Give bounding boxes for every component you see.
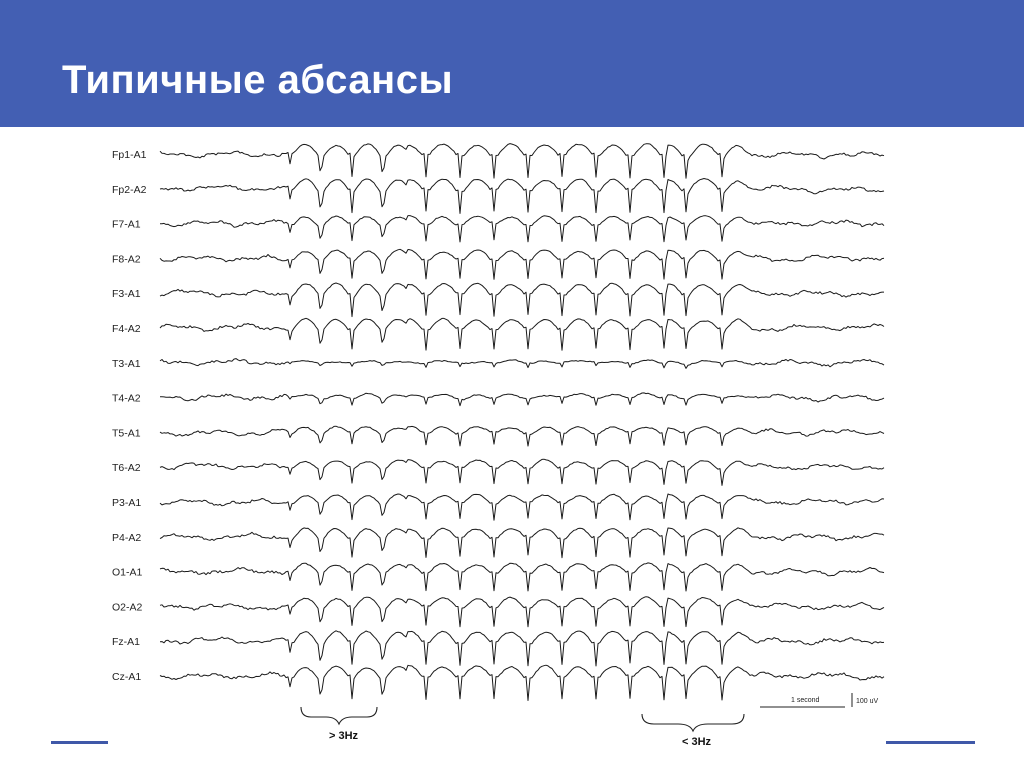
channel-label: F8-A2 — [112, 253, 141, 265]
eeg-trace — [159, 664, 885, 701]
slide-header: Типичные абсансы — [0, 0, 1024, 127]
eeg-trace — [159, 143, 885, 179]
eeg-trace — [159, 248, 885, 280]
eeg-trace — [159, 358, 885, 369]
channel-label: T4-A2 — [112, 393, 141, 405]
amplitude-scale-label: 100 uV — [856, 698, 879, 705]
eeg-trace — [159, 493, 885, 521]
eeg-trace — [159, 282, 884, 318]
eeg-trace — [159, 178, 885, 214]
eeg-trace — [159, 527, 885, 559]
offset-label: < 3Hz — [682, 736, 712, 748]
time-scale-label: 1 second — [791, 697, 820, 704]
eeg-recording: Fp1-A1 Fp2-A2 F7-A1 F8-A2 F3-A1 F4-A2 T3-A1 T4-… — [112, 143, 885, 748]
channel-label: F7-A1 — [112, 219, 141, 231]
channel-label: Fp2-A2 — [112, 184, 147, 196]
onset-label: > 3Hz — [329, 730, 359, 742]
channel-label: P3-A1 — [112, 497, 141, 509]
channel-label: F3-A1 — [112, 288, 141, 300]
channel-label: Fp1-A1 — [112, 149, 147, 161]
eeg-trace — [159, 458, 885, 486]
eeg-figure: Fp1-A1 Fp2-A2 F7-A1 F8-A2 F3-A1 F4-A2 T3-A1 T4-… — [108, 127, 886, 750]
footer-line-right — [886, 741, 975, 744]
channel-label: Fz-A1 — [112, 636, 140, 648]
channel-label: Cz-A1 — [112, 671, 141, 683]
eeg-trace — [159, 317, 885, 351]
channel-label: F4-A2 — [112, 323, 141, 335]
footer-line-left — [51, 741, 113, 744]
eeg-trace — [160, 215, 885, 243]
offset-brace — [641, 713, 745, 733]
channel-label: P4-A2 — [112, 532, 141, 544]
channel-label: O2-A2 — [112, 601, 143, 613]
eeg-trace — [159, 596, 885, 628]
eeg-trace — [159, 392, 885, 407]
channel-label: T3-A1 — [112, 358, 141, 370]
channel-label: T6-A2 — [112, 462, 141, 474]
channel-label: O1-A1 — [112, 567, 143, 579]
channel-label: T5-A1 — [112, 427, 141, 439]
eeg-trace — [159, 562, 885, 592]
eeg-trace — [159, 630, 885, 667]
slide-title: Типичные абсансы — [62, 58, 454, 102]
eeg-trace — [159, 425, 885, 447]
onset-brace — [300, 706, 378, 726]
